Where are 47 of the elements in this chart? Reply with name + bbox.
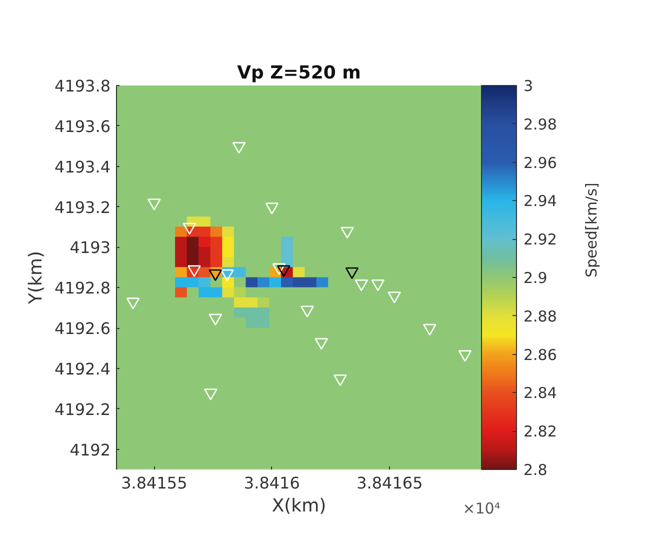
color-bar-label: 2.92	[524, 230, 557, 249]
point	[277, 265, 290, 277]
point	[204, 388, 218, 400]
color-bar-label: 2.82	[524, 422, 557, 441]
point	[208, 314, 222, 326]
y-tick-label: 4192	[70, 440, 110, 460]
y-tick-label: 4193.4	[54, 157, 110, 176]
x-axis-title: X(km)	[272, 496, 326, 516]
x-tick-label: 3.84165	[356, 474, 423, 492]
color-bar-label: 2.84	[524, 384, 557, 402]
point	[300, 306, 314, 318]
point	[232, 142, 246, 154]
x-tick-label: 3.84155	[121, 474, 188, 492]
color-bar-label: 2.94	[524, 192, 557, 210]
color-bar-label: 2.96	[524, 154, 557, 172]
y-tick-label: 4192.6	[54, 319, 110, 338]
y-tick-label: 4193.2	[54, 198, 110, 217]
point	[148, 198, 161, 210]
color-bar-label: 2.9	[524, 269, 548, 287]
color-bar-label: 2.88	[524, 307, 557, 326]
color-bar-label: 2.98	[524, 115, 557, 134]
y-tick-label: 4192.2	[54, 400, 110, 419]
point	[265, 202, 279, 214]
y-tick-label: 4193.6	[54, 116, 110, 136]
point	[220, 269, 234, 282]
point	[272, 263, 286, 275]
point	[388, 292, 402, 304]
point	[371, 279, 385, 292]
point	[458, 350, 472, 362]
point	[208, 269, 222, 282]
color-bar-title: Speed[km/s]	[582, 182, 600, 278]
color-bar-label: 2.86	[524, 346, 557, 364]
point	[423, 324, 436, 336]
text: ×10⁴	[462, 500, 500, 518]
color-bar-label: 3	[524, 77, 534, 95]
point	[334, 374, 347, 386]
point	[354, 279, 368, 292]
point	[345, 267, 359, 280]
y-axis-title: Y(km)	[26, 251, 47, 305]
y-tick-label: 4192.8	[54, 278, 110, 298]
x-tick-label: 3.8416	[244, 474, 300, 492]
y-tick-label: 4193	[70, 238, 110, 258]
y-tick-label: 4193.8	[54, 76, 110, 96]
color-bar-label: 2.8	[524, 461, 548, 479]
point	[182, 222, 196, 235]
y-tick-label: 4192.4	[54, 359, 110, 378]
chart-title: Vp Z=520 m	[237, 62, 361, 84]
